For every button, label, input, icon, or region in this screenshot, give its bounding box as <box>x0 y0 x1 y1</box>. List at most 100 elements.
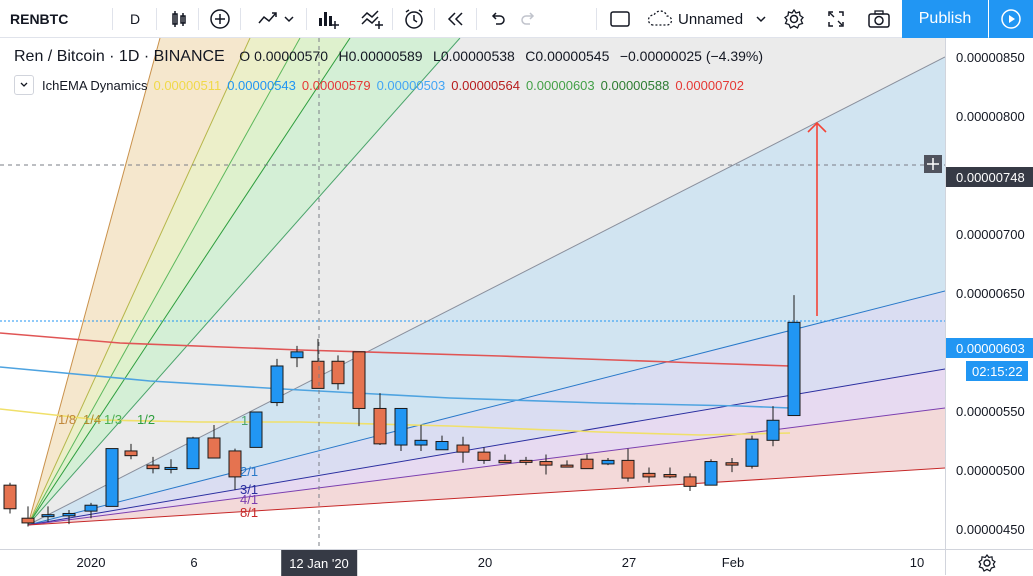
axis-corner <box>945 549 1033 575</box>
legend-low-prefix: L <box>433 48 441 64</box>
candle-body <box>498 459 512 464</box>
candle-body <box>186 437 200 470</box>
candle-body <box>352 351 366 409</box>
financials-icon[interactable] <box>312 0 344 38</box>
toolbar-divider <box>596 8 597 30</box>
gann-ratio-label: 1 <box>241 413 248 428</box>
candle-body <box>766 419 780 441</box>
legend-high-prefix: H <box>338 48 349 64</box>
candle-body <box>373 407 387 445</box>
symbol-legend: Ren / Bitcoin · 1D · BINANCE O 0.00000570… <box>14 48 767 66</box>
toolbar-divider <box>156 8 157 30</box>
indicator-value: 0.00000579 <box>301 77 371 93</box>
gann-ratio-label: 4/1 <box>240 492 258 507</box>
legend-change: −0.00000025 (−4.39%) <box>619 48 764 64</box>
candle-body <box>331 360 345 385</box>
redo-icon[interactable] <box>514 0 544 38</box>
candles-chart-type-icon[interactable] <box>164 0 194 38</box>
indicator-name[interactable]: IchEMA Dynamics <box>42 77 148 93</box>
play-button[interactable] <box>989 0 1033 38</box>
gann-ratio-label: 1/8 <box>58 412 76 427</box>
candle-body <box>519 459 533 463</box>
candle-body <box>704 461 718 486</box>
gann-ratio-label: 3/1 <box>240 482 258 497</box>
gann-fan-ray <box>27 38 251 526</box>
top-toolbar: RENBTC D Unnamed <box>0 0 1033 38</box>
add-compare-icon[interactable] <box>204 0 236 38</box>
alert-clock-icon[interactable] <box>398 0 430 38</box>
candle-body <box>290 351 304 359</box>
publish-button[interactable]: Publish <box>902 0 988 38</box>
legend-close: 0.00000545 <box>535 48 610 64</box>
crosshair-price-badge: 0.00000748 <box>946 167 1033 187</box>
candle-body <box>539 461 553 466</box>
price-tick-label: 0.00000550 <box>956 404 1025 419</box>
candle-body <box>41 514 55 518</box>
fullscreen-icon[interactable] <box>820 0 852 38</box>
collapse-legend-button[interactable] <box>14 75 34 95</box>
candle-body <box>84 504 98 512</box>
camera-snapshot-icon[interactable] <box>862 0 896 38</box>
legend-open: 0.00000570 <box>254 48 329 64</box>
indicator-value: 0.00000588 <box>600 77 670 93</box>
fullscreen-layout-icon[interactable] <box>604 0 636 38</box>
candle-body <box>164 466 178 470</box>
candle-body <box>787 321 801 417</box>
candle-body <box>456 444 470 453</box>
candle-body <box>414 439 428 446</box>
candle-body <box>62 512 76 517</box>
undo-icon[interactable] <box>482 0 512 38</box>
chart-canvas[interactable]: 1/8 1/4 1/3 1/2 1 2/1 3/14/18/1 <box>0 38 945 549</box>
candle-body <box>270 365 284 404</box>
gann-fan-ray <box>27 38 161 526</box>
indicators-button[interactable] <box>248 0 304 38</box>
templates-icon[interactable] <box>356 0 388 38</box>
price-tick-label: 0.00000650 <box>956 286 1025 301</box>
indicator-value: 0.00000511 <box>153 77 222 93</box>
candle-body <box>580 458 594 470</box>
indicator-value: 0.00000503 <box>376 77 446 93</box>
candle-body <box>621 459 635 479</box>
interval-button[interactable]: D <box>129 11 141 27</box>
time-axis[interactable]: 2020 6 20 27 Feb 10 12 Jan '20 <box>0 549 945 576</box>
layout-name-button[interactable]: Unnamed <box>646 0 772 38</box>
price-tick-label: 0.00000450 <box>956 522 1025 537</box>
candle-body <box>725 462 739 466</box>
price-tick-label: 0.00000850 <box>956 50 1025 65</box>
price-tick-label: 0.00000500 <box>956 463 1025 478</box>
gear-icon[interactable] <box>977 553 997 573</box>
bar-replay-icon[interactable] <box>440 0 472 38</box>
indicator-value: 0.00000564 <box>451 77 520 93</box>
time-tick-label: 2020 <box>76 555 106 570</box>
time-tick-label: 10 <box>909 555 925 570</box>
legend-open-prefix: O <box>239 48 251 64</box>
cloud-icon <box>647 10 673 26</box>
indicator-value: 0.00000702 <box>675 77 745 93</box>
toolbar-divider <box>434 8 435 30</box>
candle-body <box>3 484 17 510</box>
candle-body <box>207 437 221 459</box>
legend-close-prefix: C <box>525 48 536 64</box>
candle-body <box>228 450 242 478</box>
legend-low: 0.00000538 <box>440 48 515 64</box>
countdown-badge: 02:15:22 <box>966 361 1028 381</box>
candle-body <box>124 450 138 457</box>
indicator-value: 0.00000543 <box>227 77 296 93</box>
time-tick-label: 27 <box>621 555 637 570</box>
gann-ratio-label: 2/1 <box>240 464 258 479</box>
price-tick-label: 0.00000800 <box>956 109 1025 124</box>
last-price-badge: 0.00000603 <box>946 338 1033 358</box>
candle-body <box>477 451 491 461</box>
chevron-down-icon <box>756 16 766 23</box>
time-tick-label: 6 <box>190 555 198 570</box>
candle-body <box>745 438 759 467</box>
symbol-search-button[interactable]: RENBTC <box>10 11 69 27</box>
indicators-icon <box>258 12 277 24</box>
chevron-down-icon <box>284 16 294 23</box>
time-tick-label: Feb <box>721 555 745 570</box>
time-tick-label: 20 <box>477 555 493 570</box>
price-axis[interactable]: 0.00000850 0.00000800 0.00000700 0.00000… <box>945 38 1033 549</box>
settings-gear-icon[interactable] <box>778 0 810 38</box>
gann-ratio-label: 1/2 <box>137 412 155 427</box>
chart-pane[interactable]: 1/8 1/4 1/3 1/2 1 2/1 3/1 4/1 8/1 <box>0 38 945 549</box>
